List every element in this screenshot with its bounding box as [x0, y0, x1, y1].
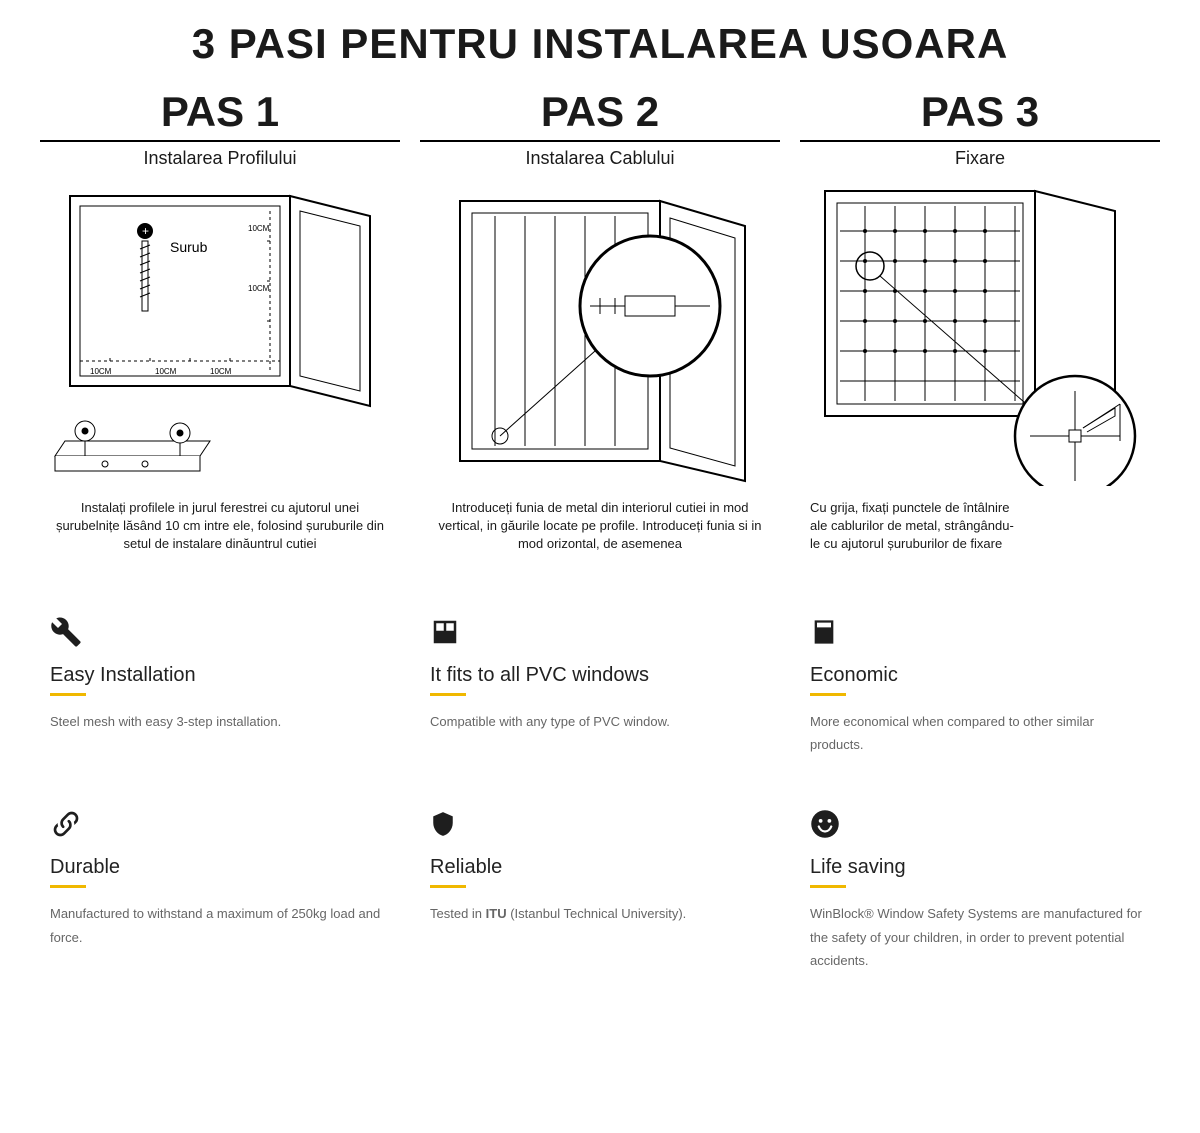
svg-text:10CM: 10CM — [90, 367, 112, 376]
step-divider — [420, 140, 780, 142]
feature-title: Reliable — [430, 856, 770, 879]
feature-desc: Compatible with any type of PVC window. — [430, 710, 770, 733]
feature-title: Durable — [50, 856, 390, 879]
accent-underline — [430, 693, 466, 696]
feature-durable: Durable Manufactured to withstand a maxi… — [50, 806, 390, 972]
accent-underline — [810, 885, 846, 888]
step-1: PAS 1 Instalarea Profilului — [40, 88, 400, 554]
step-1-subtitle: Instalarea Profilului — [40, 148, 400, 169]
accent-underline — [50, 693, 86, 696]
feature-desc: Steel mesh with easy 3-step installation… — [50, 710, 390, 733]
feature-pvc-fit: It fits to all PVC windows Compatible wi… — [430, 614, 770, 757]
step-2: PAS 2 Instalarea Cablului — [420, 88, 780, 554]
accent-underline — [430, 885, 466, 888]
smile-icon — [810, 806, 1150, 842]
step-2-label: PAS 2 — [420, 88, 780, 136]
feature-desc: Tested in ITU (Istanbul Technical Univer… — [430, 902, 770, 925]
svg-text:10CM: 10CM — [155, 367, 177, 376]
page-title: 3 PASI PENTRU INSTALAREA USOARA — [40, 20, 1160, 68]
accent-underline — [50, 885, 86, 888]
wrench-icon — [50, 614, 390, 650]
svg-text:Surub: Surub — [170, 239, 208, 255]
step-3-illustration — [800, 181, 1160, 491]
step-divider — [800, 140, 1160, 142]
svg-text:10CM: 10CM — [210, 367, 232, 376]
feature-desc: Manufactured to withstand a maximum of 2… — [50, 902, 390, 949]
svg-text:+: + — [142, 224, 149, 238]
accent-underline — [810, 693, 846, 696]
step-1-caption: Instalați profilele in jurul ferestrei c… — [40, 499, 400, 554]
step-2-subtitle: Instalarea Cablului — [420, 148, 780, 169]
step-1-label: PAS 1 — [40, 88, 400, 136]
window-icon — [430, 614, 770, 650]
step-1-illustration: 10CM 10CM 10CM 10CM 10CM + — [40, 181, 400, 491]
feature-life-saving: Life saving WinBlock® Window Safety Syst… — [810, 806, 1150, 972]
shield-icon — [430, 806, 770, 842]
feature-title: Easy Installation — [50, 664, 390, 687]
svg-text:10CM: 10CM — [248, 284, 270, 293]
feature-title: Economic — [810, 664, 1150, 687]
step-3-caption: Cu grija, fixați punctele de întâlnire a… — [800, 499, 1160, 554]
step-3: PAS 3 Fixare — [800, 88, 1160, 554]
step-3-subtitle: Fixare — [800, 148, 1160, 169]
feature-desc: WinBlock® Window Safety Systems are manu… — [810, 902, 1150, 972]
features-grid: Easy Installation Steel mesh with easy 3… — [40, 614, 1160, 973]
feature-economic: Economic More economical when compared t… — [810, 614, 1150, 757]
feature-reliable: Reliable Tested in ITU (Istanbul Technic… — [430, 806, 770, 972]
step-2-illustration — [420, 181, 780, 491]
steps-row: PAS 1 Instalarea Profilului — [40, 88, 1160, 554]
feature-easy-install: Easy Installation Steel mesh with easy 3… — [50, 614, 390, 757]
step-3-label: PAS 3 — [800, 88, 1160, 136]
step-2-caption: Introduceți funia de metal din interioru… — [420, 499, 780, 554]
svg-text:10CM: 10CM — [248, 224, 270, 233]
feature-title: It fits to all PVC windows — [430, 664, 770, 687]
feature-desc: More economical when compared to other s… — [810, 710, 1150, 757]
feature-title: Life saving — [810, 856, 1150, 879]
step-divider — [40, 140, 400, 142]
chain-icon — [50, 806, 390, 842]
calculator-icon — [810, 614, 1150, 650]
